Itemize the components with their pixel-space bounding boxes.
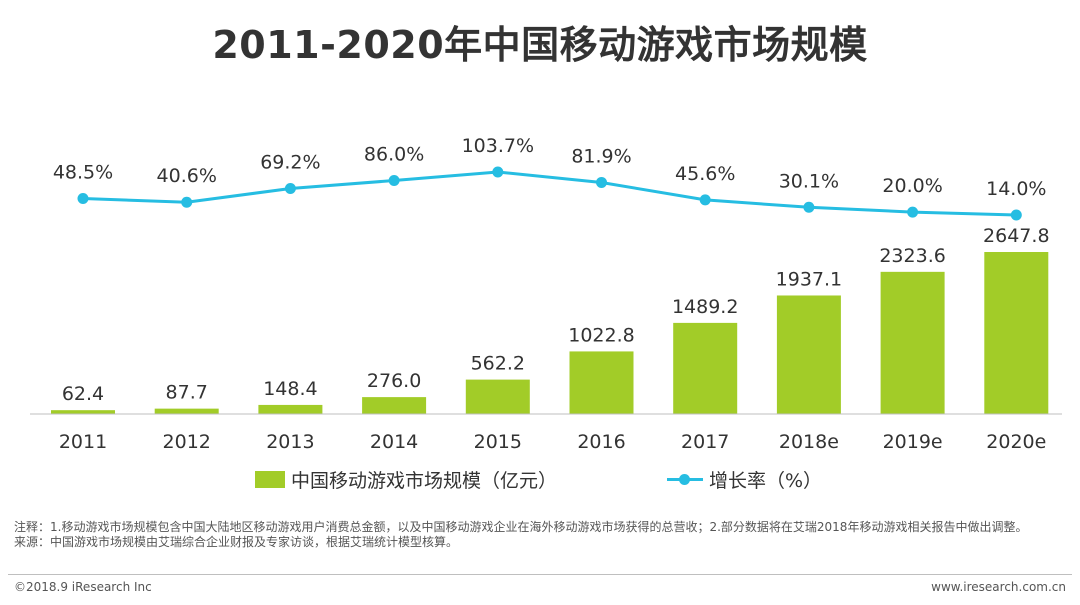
growth-point-2015	[492, 166, 504, 178]
chart-canvas: 62.4 87.7 148.4 276.0 562.2 1022.8 1489.2 1937.…	[30, 135, 1062, 453]
growth-label-2015: 103.7%	[462, 135, 534, 157]
legend-item-market-size: 中国移动游戏市场规模（亿元）	[255, 466, 557, 493]
bar-label-2019e: 2323.6	[879, 245, 945, 267]
legend-bar-label: 中国移动游戏市场规模（亿元）	[291, 470, 558, 492]
x-tick-2019e: 2019e	[883, 431, 943, 453]
growth-point-2013	[284, 183, 296, 195]
bar-label-2015: 562.2	[471, 353, 525, 375]
bar-2019e	[880, 271, 945, 414]
bar-2016	[569, 351, 634, 414]
website-url: www.iresearch.com.cn	[931, 580, 1066, 594]
legend-line-swatch	[667, 471, 703, 488]
chart-title: 2011-2020年中国移动游戏市场规模	[212, 23, 868, 67]
growth-label-2020e: 14.0%	[986, 178, 1046, 200]
footer-divider	[8, 574, 1072, 575]
growth-point-2014	[388, 174, 400, 186]
growth-label-2013: 69.2%	[260, 152, 320, 174]
x-tick-2017: 2017	[681, 431, 729, 453]
x-tick-2012: 2012	[163, 431, 211, 453]
bar-2020e	[984, 252, 1049, 414]
bar-2011	[51, 410, 115, 414]
x-tick-2020e: 2020e	[986, 431, 1046, 453]
bar-label-2011: 62.4	[62, 383, 104, 405]
growth-point-2016	[596, 176, 607, 188]
bar-label-2020e: 2647.8	[983, 225, 1049, 247]
bar-2012	[154, 408, 219, 414]
x-tick-2015: 2015	[474, 431, 522, 453]
growth-point-2020e	[1010, 209, 1022, 221]
legend-bar-swatch	[255, 471, 285, 488]
chart-notes: 注释：1.移动游戏市场规模包含中国大陆地区移动游戏用户消费总金额，以及中国移动游…	[14, 520, 1066, 550]
source-text: 来源：中国游戏市场规模由艾瑞综合企业财报及专家访谈，根据艾瑞统计模型核算。	[14, 535, 459, 549]
bar-2018e	[776, 295, 841, 414]
growth-label-2012: 40.6%	[157, 165, 217, 187]
x-tick-2014: 2014	[370, 431, 418, 453]
growth-label-2017: 45.6%	[675, 163, 735, 185]
growth-label-2016: 81.9%	[571, 145, 631, 167]
legend-line-label: 增长率（%）	[709, 470, 823, 492]
x-tick-2018e: 2018e	[779, 431, 839, 453]
growth-label-2014: 86.0%	[364, 143, 424, 165]
bar-2015	[465, 379, 530, 414]
growth-point-2019e	[907, 206, 919, 218]
legend-item-growth-rate: 增长率（%）	[667, 466, 822, 493]
growth-point-2018e	[803, 201, 815, 213]
growth-label-2019e: 20.0%	[882, 175, 942, 197]
growth-rate-line	[82, 170, 1017, 217]
bar-2014	[362, 397, 427, 414]
growth-label-2018e: 30.1%	[779, 170, 839, 192]
x-tick-2016: 2016	[577, 431, 625, 453]
x-tick-2011: 2011	[59, 431, 107, 453]
bar-label-2017: 1489.2	[672, 296, 738, 318]
note-text: 注释：1.移动游戏市场规模包含中国大陆地区移动游戏用户消费总金额，以及中国移动游…	[14, 520, 1028, 534]
growth-point-2012	[181, 196, 193, 208]
bar-2017	[673, 322, 738, 414]
bar-label-2016: 1022.8	[568, 324, 634, 346]
bar-label-2018e: 1937.1	[776, 268, 842, 290]
bar-2013	[258, 404, 323, 414]
growth-point-2017	[699, 194, 711, 206]
x-tick-2013: 2013	[266, 431, 314, 453]
bar-label-2012: 87.7	[166, 382, 208, 404]
growth-point-2011	[77, 192, 89, 204]
growth-label-2011: 48.5%	[53, 161, 113, 183]
bar-label-2013: 148.4	[263, 378, 317, 400]
copyright: ©2018.9 iResearch Inc	[14, 580, 152, 594]
bar-label-2014: 276.0	[367, 370, 421, 392]
